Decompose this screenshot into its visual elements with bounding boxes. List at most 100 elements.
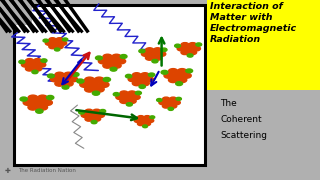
Circle shape xyxy=(173,101,180,105)
Circle shape xyxy=(97,113,104,117)
Circle shape xyxy=(132,117,137,120)
Circle shape xyxy=(141,52,150,56)
Circle shape xyxy=(177,77,187,83)
Circle shape xyxy=(147,119,154,122)
Circle shape xyxy=(170,104,177,108)
Circle shape xyxy=(32,70,38,74)
Circle shape xyxy=(89,113,97,117)
Circle shape xyxy=(128,91,136,96)
Text: Interaction of
Matter with
Electromagnetic
Radiation: Interaction of Matter with Electromagnet… xyxy=(210,2,297,44)
Circle shape xyxy=(150,116,155,119)
Circle shape xyxy=(110,67,117,71)
Circle shape xyxy=(68,76,78,82)
Circle shape xyxy=(54,48,60,51)
Circle shape xyxy=(98,58,108,64)
Circle shape xyxy=(126,103,132,106)
Circle shape xyxy=(62,85,69,89)
Circle shape xyxy=(120,99,128,103)
Circle shape xyxy=(144,116,150,119)
Circle shape xyxy=(28,95,38,101)
Circle shape xyxy=(132,95,140,100)
Circle shape xyxy=(103,77,110,82)
Circle shape xyxy=(143,125,148,128)
Circle shape xyxy=(144,122,150,126)
Circle shape xyxy=(37,95,48,101)
Circle shape xyxy=(168,77,178,83)
Circle shape xyxy=(20,97,28,101)
Circle shape xyxy=(139,85,145,88)
Circle shape xyxy=(52,41,60,45)
Circle shape xyxy=(55,81,64,86)
Circle shape xyxy=(140,73,149,78)
Circle shape xyxy=(149,52,158,56)
Circle shape xyxy=(49,38,56,42)
Circle shape xyxy=(92,91,100,95)
Circle shape xyxy=(136,77,145,82)
Circle shape xyxy=(59,76,69,82)
Circle shape xyxy=(62,38,68,41)
Circle shape xyxy=(176,97,181,100)
Circle shape xyxy=(28,104,38,110)
FancyBboxPatch shape xyxy=(14,4,205,165)
Text: Scattering: Scattering xyxy=(220,131,267,140)
Circle shape xyxy=(176,82,182,85)
Circle shape xyxy=(107,58,117,64)
Circle shape xyxy=(140,81,149,86)
Circle shape xyxy=(93,117,100,121)
Circle shape xyxy=(164,73,173,78)
Circle shape xyxy=(187,54,193,57)
Circle shape xyxy=(132,81,141,86)
Circle shape xyxy=(94,77,104,83)
Circle shape xyxy=(116,58,126,64)
Text: ✚: ✚ xyxy=(5,168,11,174)
Circle shape xyxy=(148,73,155,76)
Circle shape xyxy=(77,79,84,83)
Circle shape xyxy=(112,54,121,59)
Circle shape xyxy=(103,63,112,68)
Text: The Radiation Nation: The Radiation Nation xyxy=(18,168,76,173)
Circle shape xyxy=(26,58,34,63)
Circle shape xyxy=(37,62,46,67)
Circle shape xyxy=(19,60,25,64)
Circle shape xyxy=(33,58,42,63)
Circle shape xyxy=(170,97,177,101)
Circle shape xyxy=(85,109,93,114)
Circle shape xyxy=(134,119,141,122)
Circle shape xyxy=(60,41,67,45)
Circle shape xyxy=(113,93,119,96)
Circle shape xyxy=(166,101,173,105)
Circle shape xyxy=(64,81,73,86)
Circle shape xyxy=(103,54,112,59)
Circle shape xyxy=(141,119,147,122)
Circle shape xyxy=(45,41,52,45)
Circle shape xyxy=(138,122,144,126)
Circle shape xyxy=(128,77,137,82)
Text: Coherent: Coherent xyxy=(220,115,262,124)
Circle shape xyxy=(139,49,145,53)
Circle shape xyxy=(177,46,185,51)
Circle shape xyxy=(138,116,144,119)
Circle shape xyxy=(95,56,102,60)
Circle shape xyxy=(154,56,162,60)
Circle shape xyxy=(112,63,121,68)
Circle shape xyxy=(50,76,60,82)
Circle shape xyxy=(56,45,63,49)
Circle shape xyxy=(181,43,189,47)
Circle shape xyxy=(100,109,106,113)
Circle shape xyxy=(193,46,200,51)
Circle shape xyxy=(93,109,100,114)
Circle shape xyxy=(163,104,170,108)
Circle shape xyxy=(94,86,104,92)
Circle shape xyxy=(161,48,167,51)
Circle shape xyxy=(85,117,93,121)
Circle shape xyxy=(23,100,33,105)
Circle shape xyxy=(89,82,100,87)
Circle shape xyxy=(168,69,178,74)
Circle shape xyxy=(135,91,141,95)
Circle shape xyxy=(91,120,97,124)
Circle shape xyxy=(173,73,182,78)
Circle shape xyxy=(47,74,54,78)
Circle shape xyxy=(56,38,63,42)
Circle shape xyxy=(175,44,180,48)
Circle shape xyxy=(46,95,54,100)
